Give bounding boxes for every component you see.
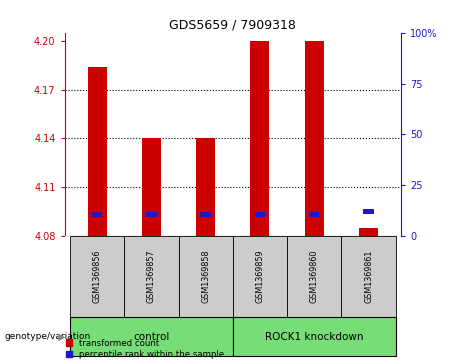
- Bar: [142, 138, 161, 236]
- Bar: [287, 236, 341, 317]
- Bar: [309, 212, 319, 217]
- Text: GSM1369860: GSM1369860: [310, 250, 319, 303]
- Text: ROCK1 knockdown: ROCK1 knockdown: [265, 331, 363, 342]
- Title: GDS5659 / 7909318: GDS5659 / 7909318: [169, 19, 296, 32]
- Bar: [201, 212, 211, 217]
- Text: GSM1369856: GSM1369856: [93, 250, 101, 303]
- Text: genotype/variation: genotype/variation: [5, 333, 91, 341]
- Text: GSM1369859: GSM1369859: [255, 250, 265, 303]
- Bar: [146, 212, 157, 217]
- Bar: [255, 212, 265, 217]
- Bar: [341, 236, 396, 317]
- Bar: [70, 236, 124, 317]
- Text: GSM1369861: GSM1369861: [364, 250, 373, 303]
- Bar: [363, 209, 374, 214]
- Bar: [92, 212, 102, 217]
- Text: control: control: [133, 331, 170, 342]
- Bar: [250, 41, 269, 236]
- Bar: [233, 236, 287, 317]
- Bar: [233, 317, 396, 356]
- Bar: [305, 41, 324, 236]
- Bar: [124, 236, 178, 317]
- Legend: transformed count, percentile rank within the sample: transformed count, percentile rank withi…: [64, 337, 226, 360]
- Text: ▶: ▶: [58, 332, 65, 342]
- Bar: [178, 236, 233, 317]
- Bar: [196, 138, 215, 236]
- Bar: [359, 228, 378, 236]
- Bar: [88, 67, 106, 236]
- Text: GSM1369857: GSM1369857: [147, 250, 156, 303]
- Text: GSM1369858: GSM1369858: [201, 250, 210, 303]
- Bar: [70, 317, 233, 356]
